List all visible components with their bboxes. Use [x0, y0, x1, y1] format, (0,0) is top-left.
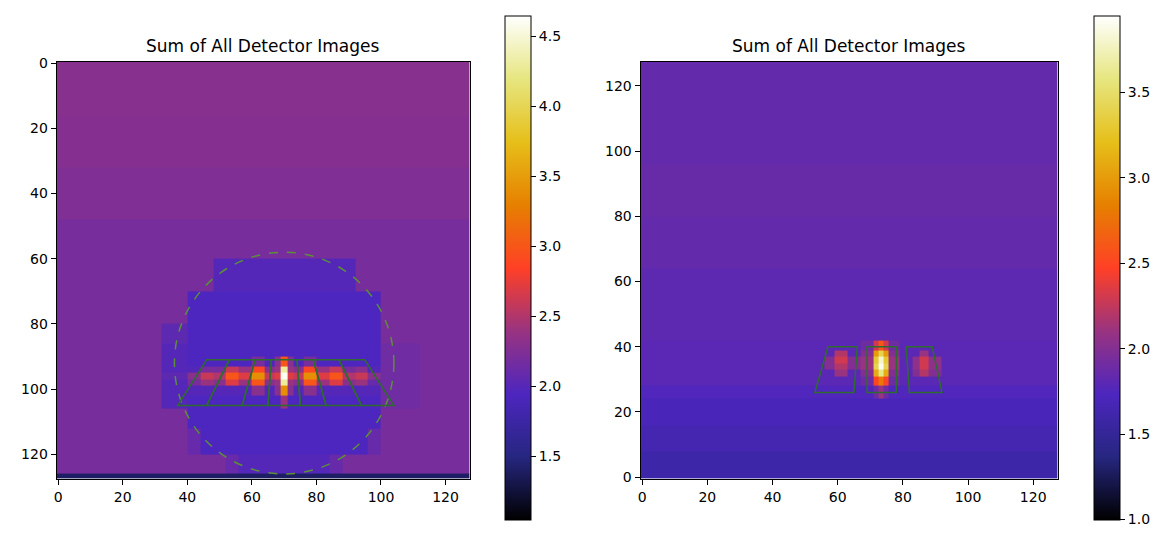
svg-text:0: 0	[54, 489, 63, 505]
svg-text:60: 60	[243, 489, 261, 505]
svg-text:2.5: 2.5	[539, 308, 561, 324]
svg-text:Sum of All Detector Images: Sum of All Detector Images	[146, 36, 380, 56]
svg-text:4.5: 4.5	[539, 28, 561, 44]
svg-text:20: 20	[30, 120, 48, 136]
svg-text:100: 100	[368, 489, 395, 505]
svg-text:100: 100	[955, 489, 982, 505]
svg-text:4.0: 4.0	[539, 98, 561, 114]
svg-text:40: 40	[178, 489, 196, 505]
svg-text:20: 20	[114, 489, 132, 505]
svg-text:0: 0	[39, 55, 48, 71]
svg-text:2.0: 2.0	[1128, 341, 1150, 357]
svg-text:120: 120	[605, 78, 632, 94]
svg-text:3.5: 3.5	[1128, 84, 1150, 100]
svg-text:120: 120	[1020, 489, 1047, 505]
svg-text:60: 60	[614, 273, 632, 289]
svg-text:1.0: 1.0	[1128, 511, 1150, 527]
svg-text:120: 120	[21, 446, 48, 462]
svg-text:0: 0	[623, 469, 632, 485]
svg-text:3.5: 3.5	[539, 168, 561, 184]
svg-text:80: 80	[894, 489, 912, 505]
svg-text:0: 0	[638, 489, 647, 505]
svg-text:Sum of All Detector Images: Sum of All Detector Images	[732, 36, 966, 56]
svg-text:60: 60	[30, 251, 48, 267]
svg-text:80: 80	[30, 316, 48, 332]
svg-text:3.0: 3.0	[539, 238, 561, 254]
svg-text:40: 40	[614, 339, 632, 355]
svg-text:2.0: 2.0	[539, 378, 561, 394]
svg-text:100: 100	[21, 381, 48, 397]
svg-text:20: 20	[698, 489, 716, 505]
svg-text:40: 40	[30, 185, 48, 201]
svg-text:120: 120	[432, 489, 459, 505]
svg-text:60: 60	[829, 489, 847, 505]
svg-text:3.0: 3.0	[1128, 170, 1150, 186]
svg-text:80: 80	[308, 489, 326, 505]
svg-text:40: 40	[764, 489, 782, 505]
svg-text:1.5: 1.5	[539, 448, 561, 464]
svg-text:100: 100	[605, 143, 632, 159]
svg-text:2.5: 2.5	[1128, 255, 1150, 271]
svg-text:20: 20	[614, 404, 632, 420]
svg-text:80: 80	[614, 208, 632, 224]
svg-text:1.5: 1.5	[1128, 426, 1150, 442]
